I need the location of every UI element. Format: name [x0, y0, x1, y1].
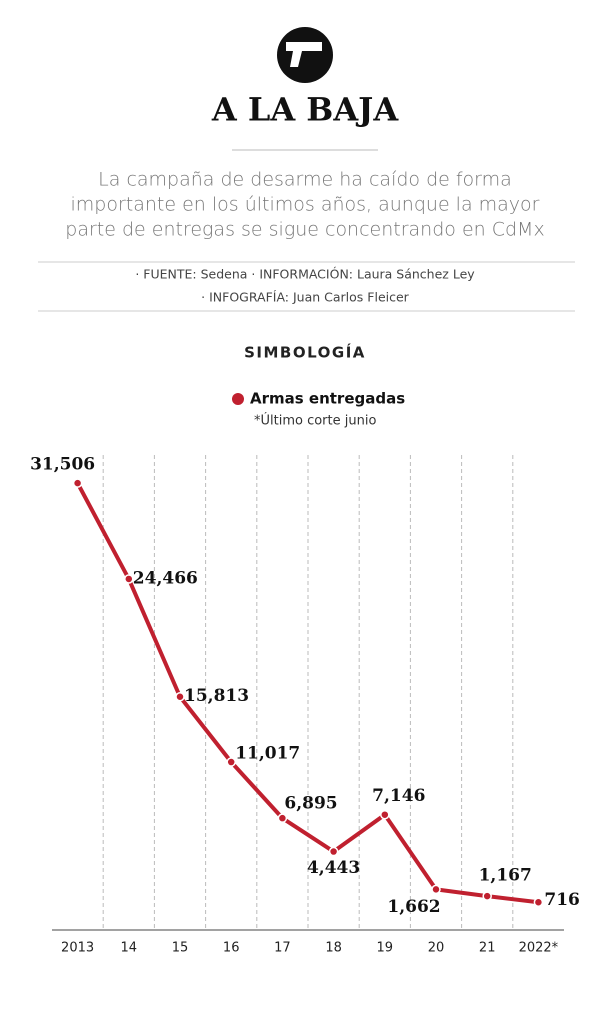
value-label: 6,895 [284, 794, 337, 814]
point [380, 809, 390, 820]
x-tick-label: 15 [172, 941, 189, 956]
x-tick-label: 21 [479, 941, 496, 956]
subtitle-line: La campaña de desarme ha caído de forma [98, 169, 512, 191]
point [328, 846, 339, 857]
point [277, 813, 288, 823]
point [482, 891, 492, 901]
subtitle-line: parte de entregas se sigue concentrando … [65, 219, 544, 241]
legend-title: SIMBOLOGÍA [244, 343, 366, 362]
x-tick-label: 17 [274, 941, 291, 956]
point [175, 691, 185, 702]
x-tick-label: 14 [121, 941, 138, 956]
point [72, 478, 83, 488]
x-tick-label: 16 [223, 941, 240, 956]
value-label: 1,167 [479, 866, 532, 886]
line [75, 482, 539, 905]
x-tick-label: 19 [377, 941, 394, 956]
value-label: 11,017 [235, 744, 300, 764]
source-line: · FUENTE: Sedena · INFORMACIÓN: Laura Sá… [135, 267, 475, 282]
value-label: 24,466 [133, 568, 198, 588]
x-tick-label: 2013 [61, 941, 94, 956]
point [124, 574, 134, 584]
value-label: 31,506 [30, 455, 95, 475]
value-label: 1,662 [387, 897, 440, 917]
x-tick-label: 2022* [519, 941, 559, 956]
subtitle-line: importante en los últimos años, aunque l… [71, 194, 540, 216]
title: A LA BAJA [211, 91, 399, 129]
point [431, 884, 441, 895]
value-label: 15,813 [184, 686, 249, 706]
value-label: 716 [544, 890, 580, 910]
value-label: 7,146 [372, 786, 425, 806]
legend-label: Armas entregadas [250, 390, 405, 408]
point [226, 757, 236, 767]
legend-marker [232, 393, 244, 405]
source-line: · INFOGRAFÍA: Juan Carlos Fleicer [201, 290, 410, 305]
x-tick-label: 20 [428, 941, 445, 956]
value-label: 4,443 [307, 858, 360, 878]
point [533, 897, 544, 908]
gun-icon [277, 27, 333, 83]
note: *Último corte junio [254, 413, 376, 429]
x-tick-label: 18 [325, 941, 342, 956]
